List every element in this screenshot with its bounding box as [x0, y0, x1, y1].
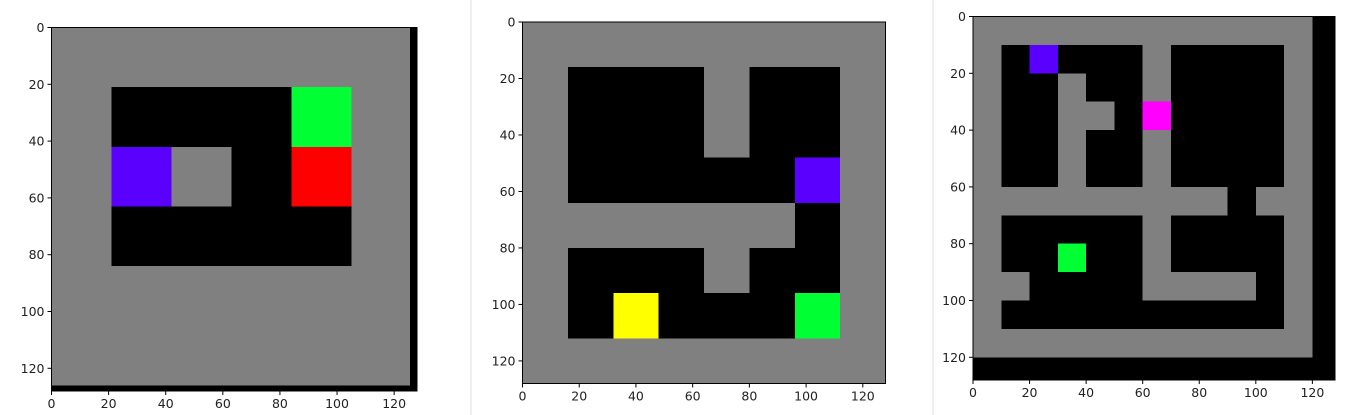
x-tick-label: 80 [741, 389, 757, 404]
x-tick-label: 60 [685, 389, 701, 404]
y-tick-label: 60 [950, 179, 966, 194]
panel-divider [932, 0, 934, 415]
x-tick-label: 60 [215, 396, 231, 411]
y-tick-label: 0 [958, 9, 966, 24]
y-tick-label: 100 [21, 304, 45, 319]
maze-cell [794, 293, 841, 339]
maze-cell [1170, 44, 1285, 187]
x-tick-label: 20 [101, 396, 117, 411]
x-tick-label: 0 [519, 389, 527, 404]
y-tick-label: 80 [950, 236, 966, 251]
y-tick-label: 0 [37, 20, 45, 35]
maze-cell [794, 202, 841, 248]
maze-cell [409, 27, 417, 391]
maze-cell [794, 157, 841, 203]
heatmap-2: 0 20 40 60 80 100 120 0 20 40 60 80 100 120 [492, 15, 886, 404]
maze-cell [1170, 215, 1285, 273]
maze-cell [1312, 16, 1335, 380]
axes-frame [972, 16, 1336, 381]
x-tick-label: 60 [1135, 385, 1151, 400]
x-tick-label: 100 [325, 396, 349, 411]
x-tick-label: 80 [1191, 385, 1207, 400]
maze-cell [1029, 44, 1058, 74]
x-tick-label: 20 [1022, 385, 1038, 400]
x-tick-label: 40 [158, 396, 174, 411]
y-tick-label: 60 [29, 190, 45, 205]
maze-cell [704, 157, 750, 203]
y-tick-label: 120 [492, 353, 516, 368]
maze-cell [1142, 101, 1171, 131]
maze-cell [567, 67, 704, 203]
maze-cell [1057, 73, 1087, 102]
y-tick-label: 40 [950, 123, 966, 138]
y-tick-label: 20 [29, 77, 45, 92]
x-tick-label: 40 [1078, 385, 1094, 400]
maze-cell [1142, 300, 1285, 329]
y-tick-label: 100 [942, 293, 966, 308]
x-tick-label: 120 [851, 389, 875, 404]
maze-cell [51, 385, 417, 391]
maze-cell [613, 293, 659, 339]
axes-frame [522, 21, 886, 384]
maze-cell [291, 87, 352, 147]
maze-cell [291, 146, 352, 207]
maze-cell [1227, 186, 1256, 216]
maze-cell [1057, 243, 1087, 273]
y-tick-label: 80 [29, 247, 45, 262]
maze-cell [1001, 272, 1030, 301]
axes-frame [51, 27, 418, 392]
maze-panel-1: 0 20 40 60 80 100 120 0 20 40 60 80 100 120 [0, 0, 470, 415]
maze-cell [171, 146, 232, 207]
y-tick-label: 40 [29, 134, 45, 149]
y-tick-label: 120 [21, 361, 45, 376]
x-tick-label: 80 [272, 396, 288, 411]
y-tick-label: 20 [950, 66, 966, 81]
maze-cell [111, 146, 172, 207]
panel-divider [470, 0, 472, 415]
x-tick-label: 100 [794, 389, 818, 404]
maze-cell [1255, 272, 1285, 301]
maze-cell [704, 293, 750, 339]
y-tick-label: 100 [492, 297, 516, 312]
x-tick-label: 40 [628, 389, 644, 404]
y-tick-label: 0 [508, 15, 516, 30]
x-tick-label: 120 [382, 396, 406, 411]
x-tick-label: 0 [969, 385, 977, 400]
maze-panel-2: 0 20 40 60 80 100 120 0 20 40 60 80 100 120 [470, 0, 932, 415]
x-tick-label: 100 [1244, 385, 1268, 400]
x-tick-label: 20 [571, 389, 587, 404]
y-tick-label: 120 [942, 350, 966, 365]
maze-cell [1057, 130, 1087, 187]
maze-panel-3: 0 20 40 60 80 100 120 0 20 40 60 80 100 120 [932, 0, 1370, 415]
heatmap-1: 0 20 40 60 80 100 120 0 20 40 60 80 100 120 [21, 20, 418, 411]
maze-cell [973, 357, 1335, 380]
y-tick-label: 20 [500, 71, 516, 86]
x-tick-label: 0 [48, 396, 56, 411]
maze-cell [1057, 101, 1115, 131]
y-tick-label: 60 [500, 184, 516, 199]
y-tick-label: 40 [500, 127, 516, 142]
heatmap-3: 0 20 40 60 80 100 120 0 20 40 60 80 100 120 [942, 9, 1336, 400]
x-tick-label: 120 [1300, 385, 1324, 400]
y-tick-label: 80 [500, 240, 516, 255]
